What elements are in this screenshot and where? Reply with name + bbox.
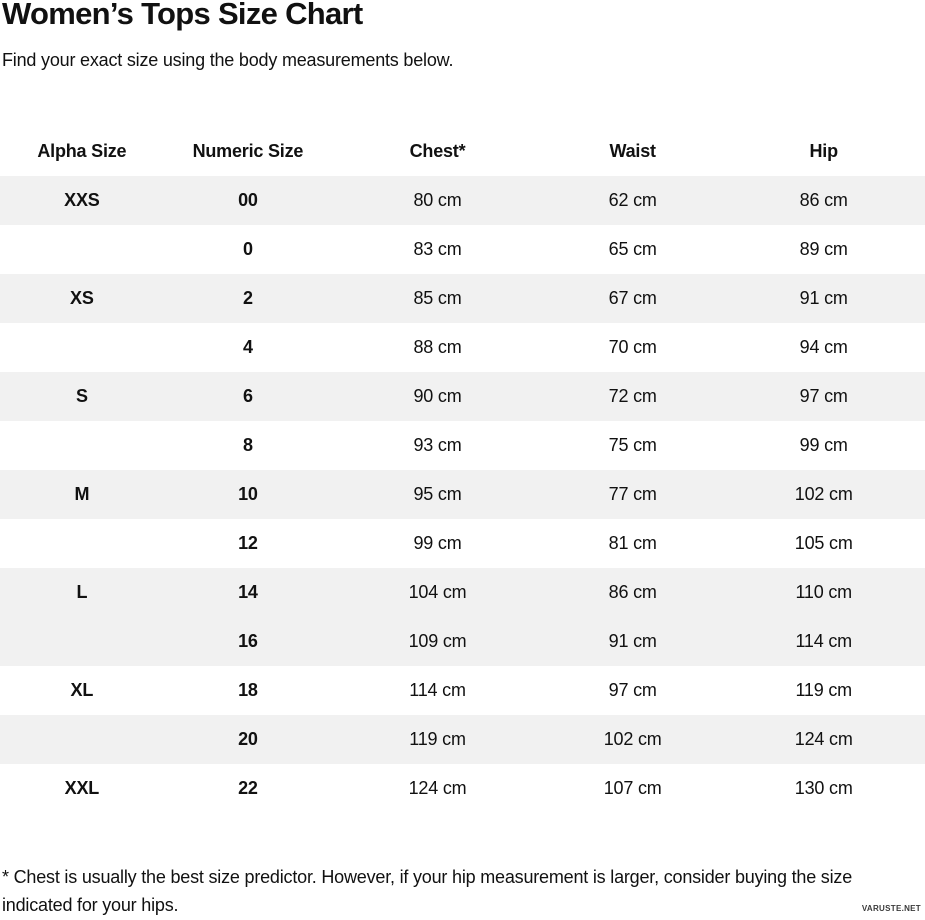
table-cell: 114 cm <box>795 631 852 651</box>
table-cell: 72 cm <box>608 386 657 406</box>
table-cell: 102 cm <box>603 729 662 749</box>
table-row: 4 88 cm 70 cm 94 cm <box>0 323 925 372</box>
column-header-numericsize: Numeric Size <box>192 140 304 161</box>
table-cell: 6 <box>242 386 253 406</box>
watermark: VARUSTE.NET <box>861 904 921 913</box>
table-cell: M <box>74 484 90 504</box>
table-cell <box>0 519 164 568</box>
column-header-chest: Chest* <box>409 140 466 161</box>
table-cell: 124 cm <box>408 778 467 798</box>
table-cell: 16 <box>238 631 258 651</box>
table-cell: 119 cm <box>409 729 466 749</box>
table-cell: 114 cm <box>409 680 466 700</box>
table-cell: 81 cm <box>608 533 657 553</box>
table-cell: 119 cm <box>795 680 852 700</box>
table-cell: 97 cm <box>608 680 657 700</box>
table-cell: 8 <box>242 435 253 455</box>
table-row: 0 83 cm 65 cm 89 cm <box>0 225 925 274</box>
table-cell: 86 cm <box>608 582 657 602</box>
table-row: 20 119 cm 102 cm 124 cm <box>0 715 925 764</box>
table-row: 16 109 cm 91 cm 114 cm <box>0 617 925 666</box>
table-cell: 70 cm <box>608 337 657 357</box>
table-cell: XS <box>70 288 94 308</box>
table-cell: 22 <box>238 778 258 798</box>
table-row: L 14 104 cm 86 cm 110 cm <box>0 568 925 617</box>
table-row: 12 99 cm 81 cm 105 cm <box>0 519 925 568</box>
table-cell: 86 cm <box>799 190 848 210</box>
column-header-hip: Hip <box>809 140 838 161</box>
table-cell <box>0 715 164 764</box>
table-cell: 110 cm <box>795 582 852 602</box>
table-cell: 4 <box>242 337 253 357</box>
table-cell: 105 cm <box>794 533 853 553</box>
column-header-alphasize: Alpha Size <box>37 140 127 161</box>
table-cell: 89 cm <box>799 239 848 259</box>
table-cell: 2 <box>242 288 253 308</box>
table-cell <box>0 421 164 470</box>
table-cell: 18 <box>238 680 258 700</box>
table-row: XS 2 85 cm 67 cm 91 cm <box>0 274 925 323</box>
table-row: XXS 00 80 cm 62 cm 86 cm <box>0 176 925 225</box>
table-cell: 14 <box>238 582 258 602</box>
table-row: XXL 22 124 cm 107 cm 130 cm <box>0 764 925 813</box>
table-cell: 99 cm <box>799 435 848 455</box>
table-cell <box>0 225 164 274</box>
table-cell: 67 cm <box>608 288 657 308</box>
page-subtitle: Find your exact size using the body meas… <box>2 50 454 70</box>
table-cell: 0 <box>242 239 253 259</box>
table-cell: 97 cm <box>799 386 848 406</box>
table-cell: 90 cm <box>413 386 462 406</box>
column-header-waist: Waist <box>609 140 657 161</box>
footnote: * Chest is usually the best size predict… <box>2 867 853 915</box>
table-cell: 91 cm <box>608 631 657 651</box>
table-cell: 109 cm <box>408 631 467 651</box>
table-row: M 10 95 cm 77 cm 102 cm <box>0 470 925 519</box>
table-row: XL 18 114 cm 97 cm 119 cm <box>0 666 925 715</box>
table-cell: 62 cm <box>608 190 657 210</box>
table-cell: 85 cm <box>413 288 462 308</box>
table-cell: 80 cm <box>413 190 462 210</box>
table-cell <box>0 323 164 372</box>
table-cell: 102 cm <box>794 484 853 504</box>
table-cell: 88 cm <box>413 337 462 357</box>
size-chart-table: Alpha Size Numeric Size Chest* Waist Hip XXS… <box>0 126 925 813</box>
table-cell: L <box>76 582 88 602</box>
table-cell: 130 cm <box>794 778 853 798</box>
table-cell: XXS <box>64 190 100 210</box>
table-row: 8 93 cm 75 cm 99 cm <box>0 421 925 470</box>
table-cell: 107 cm <box>603 778 662 798</box>
table-row: S 6 90 cm 72 cm 97 cm <box>0 372 925 421</box>
table-cell: 77 cm <box>608 484 657 504</box>
table-cell: S <box>75 386 88 406</box>
table-cell: XXL <box>64 778 100 798</box>
table-cell: 75 cm <box>608 435 657 455</box>
table-cell <box>0 617 164 666</box>
table-cell: XL <box>70 680 94 700</box>
table-cell: 10 <box>238 484 258 504</box>
table-header-row: Alpha Size Numeric Size Chest* Waist Hip <box>0 126 925 176</box>
table-cell: 12 <box>238 533 258 553</box>
table-cell: 94 cm <box>799 337 848 357</box>
table-cell: 20 <box>238 729 258 749</box>
table-cell: 99 cm <box>413 533 462 553</box>
table-cell: 104 cm <box>408 582 467 602</box>
table-cell: 83 cm <box>413 239 462 259</box>
table-cell: 124 cm <box>794 729 853 749</box>
table-cell: 65 cm <box>608 239 657 259</box>
table-cell: 95 cm <box>413 484 462 504</box>
table-cell: 93 cm <box>413 435 462 455</box>
page-title: Women’s Tops Size Chart <box>2 0 363 31</box>
table-cell: 91 cm <box>799 288 848 308</box>
table-cell: 00 <box>238 190 258 210</box>
